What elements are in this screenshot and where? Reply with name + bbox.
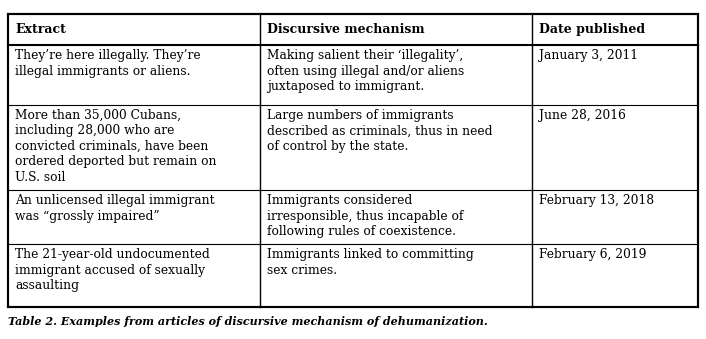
Text: Large numbers of immigrants
described as criminals, thus in need
of control by t: Large numbers of immigrants described as… xyxy=(267,109,492,153)
Text: February 6, 2019: February 6, 2019 xyxy=(539,248,647,261)
Text: Discursive mechanism: Discursive mechanism xyxy=(267,23,424,36)
Text: Table 2. Examples from articles of discursive mechanism of dehumanization.: Table 2. Examples from articles of discu… xyxy=(8,316,489,326)
Text: Immigrants linked to committing
sex crimes.: Immigrants linked to committing sex crim… xyxy=(267,248,474,277)
Text: Making salient their ‘illegality’,
often using illegal and/or aliens
juxtaposed : Making salient their ‘illegality’, often… xyxy=(267,49,464,94)
Text: They’re here illegally. They’re
illegal immigrants or aliens.: They’re here illegally. They’re illegal … xyxy=(16,49,201,78)
Text: January 3, 2011: January 3, 2011 xyxy=(539,49,638,62)
Text: Date published: Date published xyxy=(539,23,645,36)
Text: June 28, 2016: June 28, 2016 xyxy=(539,109,626,122)
Text: February 13, 2018: February 13, 2018 xyxy=(539,194,654,207)
Text: The 21-year-old undocumented
immigrant accused of sexually
assaulting: The 21-year-old undocumented immigrant a… xyxy=(16,248,210,293)
Text: More than 35,000 Cubans,
including 28,000 who are
convicted criminals, have been: More than 35,000 Cubans, including 28,00… xyxy=(16,109,217,184)
Bar xyxy=(8,14,698,307)
Text: An unlicensed illegal immigrant
was “grossly impaired”: An unlicensed illegal immigrant was “gro… xyxy=(16,194,215,223)
Text: Immigrants considered
irresponsible, thus incapable of
following rules of coexis: Immigrants considered irresponsible, thu… xyxy=(267,194,463,238)
Text: Extract: Extract xyxy=(16,23,66,36)
